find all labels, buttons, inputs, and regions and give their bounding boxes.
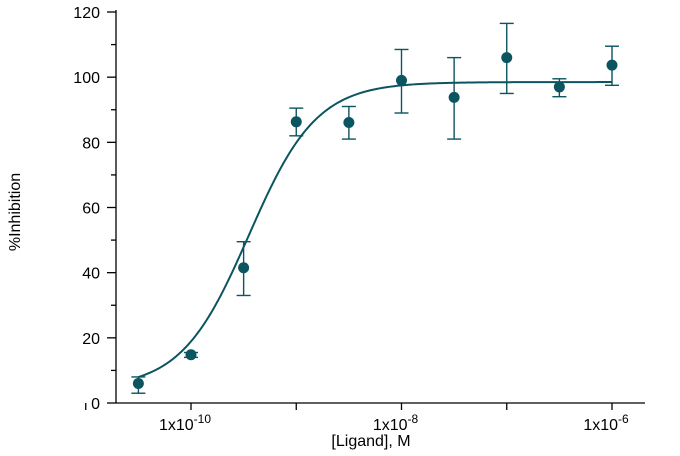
data-points-group — [132, 52, 618, 389]
y-tick-label: 40 — [82, 266, 100, 283]
y-tick-label: 60 — [82, 201, 100, 218]
y-axis-label: %Inhibition — [7, 173, 24, 251]
data-point — [396, 74, 407, 86]
x-axis-label: [Ligand], M — [331, 433, 410, 450]
data-point — [501, 52, 513, 64]
data-point — [553, 81, 565, 93]
y-tick-label: 0 — [91, 396, 100, 413]
x-tick-label: 1x10-10 — [159, 412, 211, 434]
data-point — [343, 116, 355, 128]
data-point — [238, 262, 250, 274]
axes-group: 0 20 40 60 80 100 120 1x10-10 1x10-8 1x10-6 — [73, 5, 645, 434]
y-tick-label: 120 — [73, 5, 100, 22]
data-point — [132, 377, 144, 389]
data-point — [606, 59, 618, 71]
fit-curve — [138, 81, 612, 379]
error-bars-group — [131, 22, 619, 394]
data-point — [290, 116, 302, 128]
y-tick-label: 80 — [82, 135, 100, 152]
data-point — [448, 91, 460, 103]
y-tick-label: 20 — [82, 331, 100, 348]
x-tick-label: 1x10-6 — [583, 412, 629, 434]
y-tick-label: 100 — [73, 70, 100, 87]
x-tick-label: 1x10-8 — [373, 412, 419, 434]
data-point — [185, 349, 197, 361]
fit-curve-group — [138, 81, 612, 379]
